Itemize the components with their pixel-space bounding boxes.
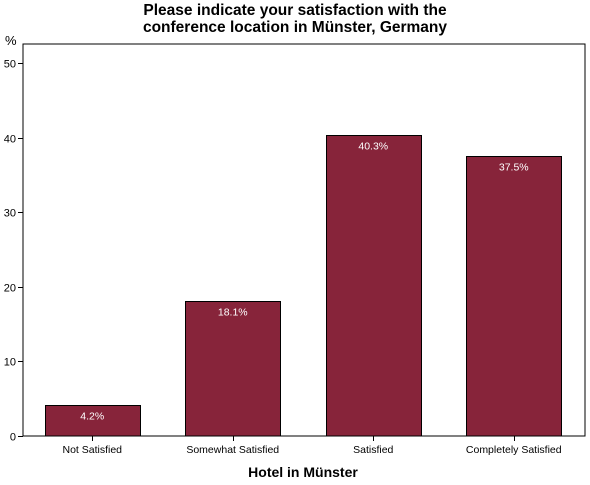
plot-area: [22, 43, 586, 437]
chart-title: Please indicate your satisfaction with t…: [0, 2, 590, 36]
y-axis: 0 10 20 30 40 50: [4, 59, 23, 444]
bar: [466, 156, 562, 437]
chart-title-line-2: conference location in Münster, Germany: [142, 19, 448, 36]
y-tick-label: 10: [4, 357, 16, 369]
bar: [326, 135, 422, 437]
bars-group: 4.2% 18.1% 40.3% 37.5%: [45, 135, 562, 437]
y-tick-label: 50: [4, 59, 16, 71]
bar: [185, 301, 281, 437]
bar-value-label: 18.1%: [218, 307, 248, 319]
y-tick-label: 40: [4, 134, 16, 146]
chart-title-line-1: Please indicate your satisfaction with t…: [143, 2, 447, 19]
bar-value-label: 40.3%: [358, 141, 388, 153]
plot-border: [22, 43, 586, 437]
x-axis-title: Hotel in Münster: [248, 464, 358, 480]
bar-value-label: 37.5%: [499, 162, 529, 174]
x-tick-label: Not Satisfied: [62, 444, 122, 456]
x-tick-label: Completely Satisfied: [466, 444, 562, 456]
x-axis: Not Satisfied Somewhat Satisfied Satisfied…: [62, 436, 562, 456]
bar: [45, 405, 141, 437]
y-tick-label: 30: [4, 208, 16, 220]
x-tick-label: Satisfied: [353, 444, 393, 456]
y-tick-label: 0: [10, 432, 16, 444]
bar-value-label: 4.2%: [80, 411, 104, 423]
y-axis-label: %: [5, 33, 17, 48]
y-tick-label: 20: [4, 283, 16, 295]
x-tick-label: Somewhat Satisfied: [186, 444, 279, 456]
